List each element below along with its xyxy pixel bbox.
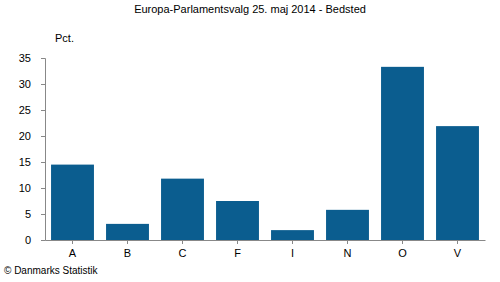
x-tick-label: V: [454, 247, 462, 259]
y-tick-mark: [41, 240, 45, 241]
x-tick-label: F: [234, 247, 241, 259]
x-tick: B: [124, 240, 131, 259]
x-tick-label: A: [69, 247, 77, 259]
chart: Europa-Parlamentsvalg 25. maj 2014 - Bed…: [0, 0, 500, 282]
y-tick-mark: [41, 162, 45, 163]
x-tick: I: [291, 240, 294, 259]
x-tick-mark: [292, 240, 293, 244]
bar: [326, 210, 369, 240]
y-tick-label: 25: [19, 104, 31, 116]
y-tick-mark: [41, 84, 45, 85]
x-tick-mark: [347, 240, 348, 244]
bar: [216, 201, 259, 240]
y-tick-mark: [41, 58, 45, 59]
x-tick: A: [69, 240, 77, 259]
x-tick-mark: [127, 240, 128, 244]
y-tick-label: 0: [25, 234, 31, 246]
bar: [381, 67, 424, 240]
y-tick: 5: [25, 208, 45, 220]
bar: [436, 126, 479, 240]
bar: [106, 224, 149, 240]
x-axis: ABCFINOV: [46, 240, 486, 259]
y-tick-label: 5: [25, 208, 31, 220]
title: Europa-Parlamentsvalg 25. maj 2014 - Bed…: [134, 3, 366, 15]
y-tick: 35: [19, 52, 45, 64]
x-tick-label: C: [179, 247, 187, 259]
x-tick: F: [234, 240, 241, 259]
bars: [51, 67, 479, 240]
y-tick: 25: [19, 104, 45, 116]
bar: [271, 230, 314, 240]
x-axis-line: [46, 240, 486, 241]
y-axis-title: Pct.: [55, 32, 74, 44]
x-tick-mark: [402, 240, 403, 244]
y-tick-label: 20: [19, 130, 31, 142]
y-axis: 0 5 10 15 20 25 30 35: [19, 52, 46, 246]
x-tick: O: [398, 240, 407, 259]
bar: [161, 179, 204, 240]
y-axis-line: [41, 59, 46, 241]
y-tick-label: 35: [19, 52, 31, 64]
x-tick: C: [179, 240, 187, 259]
x-tick-label: O: [398, 247, 407, 259]
x-tick-label: N: [344, 247, 352, 259]
x-tick: N: [344, 240, 352, 259]
y-tick-mark: [41, 110, 45, 111]
y-tick: 30: [19, 78, 45, 90]
y-tick-label: 15: [19, 156, 31, 168]
y-tick: 20: [19, 130, 45, 142]
y-tick: 10: [19, 182, 45, 194]
y-tick: 15: [19, 156, 45, 168]
bar: [51, 165, 94, 240]
x-tick-label: B: [124, 247, 131, 259]
x-tick-mark: [72, 240, 73, 244]
y-tick-label: 10: [19, 182, 31, 194]
plot: 0 5 10 15 20 25 30 35 A B C F I N O V: [19, 52, 486, 259]
source: © Danmarks Statistik: [4, 265, 99, 276]
x-tick-mark: [237, 240, 238, 244]
x-tick-label: I: [291, 247, 294, 259]
x-tick-mark: [457, 240, 458, 244]
y-tick-mark: [41, 136, 45, 137]
x-tick: V: [454, 240, 462, 259]
y-tick-mark: [41, 214, 45, 215]
x-tick-mark: [182, 240, 183, 244]
y-tick-mark: [41, 188, 45, 189]
y-tick: 0: [25, 234, 45, 246]
y-tick-label: 30: [19, 78, 31, 90]
